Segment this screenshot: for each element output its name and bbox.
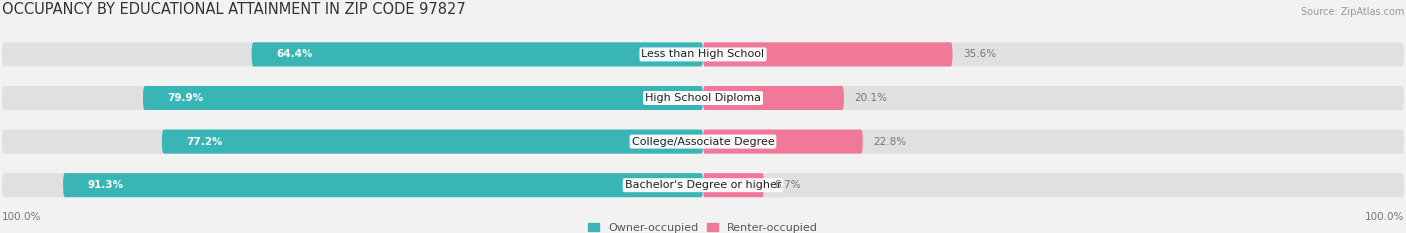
- FancyBboxPatch shape: [703, 42, 952, 66]
- Text: Bachelor's Degree or higher: Bachelor's Degree or higher: [624, 180, 782, 190]
- FancyBboxPatch shape: [1, 42, 1405, 66]
- FancyBboxPatch shape: [1, 173, 1405, 197]
- FancyBboxPatch shape: [1, 130, 1405, 154]
- Legend: Owner-occupied, Renter-occupied: Owner-occupied, Renter-occupied: [588, 223, 818, 233]
- Text: 77.2%: 77.2%: [187, 137, 224, 147]
- Text: Less than High School: Less than High School: [641, 49, 765, 59]
- FancyBboxPatch shape: [63, 173, 703, 197]
- FancyBboxPatch shape: [1, 86, 1405, 110]
- Text: 91.3%: 91.3%: [87, 180, 124, 190]
- FancyBboxPatch shape: [703, 130, 863, 154]
- FancyBboxPatch shape: [703, 173, 763, 197]
- FancyBboxPatch shape: [162, 130, 703, 154]
- Text: 22.8%: 22.8%: [873, 137, 907, 147]
- Text: 100.0%: 100.0%: [1365, 212, 1405, 222]
- Text: High School Diploma: High School Diploma: [645, 93, 761, 103]
- Text: OCCUPANCY BY EDUCATIONAL ATTAINMENT IN ZIP CODE 97827: OCCUPANCY BY EDUCATIONAL ATTAINMENT IN Z…: [1, 3, 465, 17]
- Text: College/Associate Degree: College/Associate Degree: [631, 137, 775, 147]
- FancyBboxPatch shape: [703, 86, 844, 110]
- Text: 64.4%: 64.4%: [276, 49, 312, 59]
- Text: 8.7%: 8.7%: [775, 180, 801, 190]
- FancyBboxPatch shape: [143, 86, 703, 110]
- Text: 20.1%: 20.1%: [855, 93, 887, 103]
- Text: 79.9%: 79.9%: [167, 93, 204, 103]
- FancyBboxPatch shape: [252, 42, 703, 66]
- Text: 35.6%: 35.6%: [963, 49, 997, 59]
- Text: Source: ZipAtlas.com: Source: ZipAtlas.com: [1301, 7, 1405, 17]
- Text: 100.0%: 100.0%: [1, 212, 41, 222]
